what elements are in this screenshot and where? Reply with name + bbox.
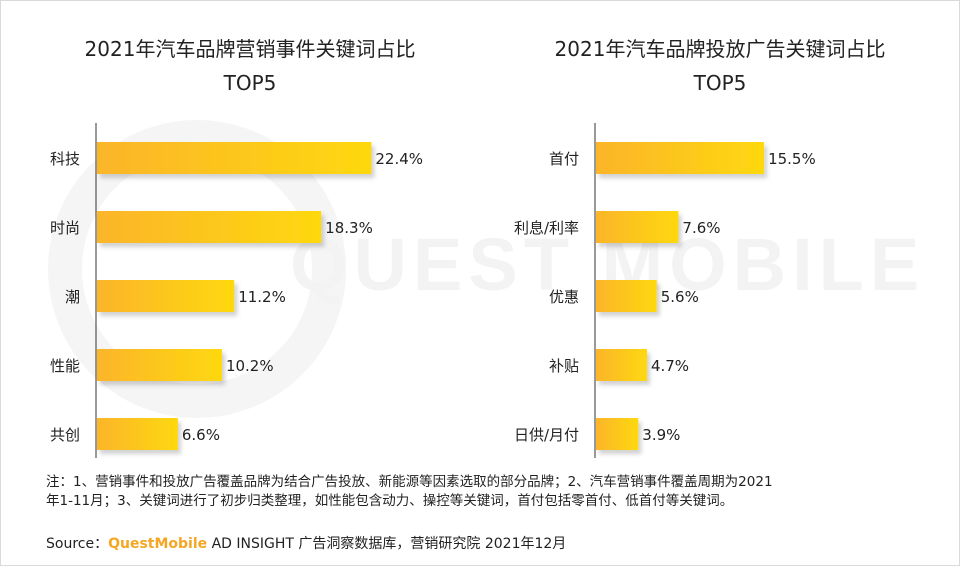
chart-2-category-label: 利息/利率 <box>514 219 579 237</box>
chart-2-title-block: 2021年汽车品牌投放广告关键词占比 TOP5 <box>510 32 930 100</box>
chart-2-category-label: 日供/月付 <box>514 426 579 444</box>
chart-2-bar <box>596 349 647 381</box>
source-line: Source：QuestMobile AD INSIGHT 广告洞察数据库，营销… <box>46 533 566 553</box>
chart-1-value-label: 6.6% <box>182 426 220 444</box>
chart-2-bar <box>596 280 657 312</box>
footnote-line-1: 注：1、营销事件和投放广告覆盖品牌为结合广告投放、新能源等因素选取的部分品牌；2… <box>46 474 773 490</box>
chart-2-subtitle: TOP5 <box>693 71 747 95</box>
chart-1-category-label: 时尚 <box>50 219 80 237</box>
chart-1-category-label: 性能 <box>50 357 80 375</box>
footnote: 注：1、营销事件和投放广告覆盖品牌为结合广告投放、新能源等因素选取的部分品牌；2… <box>46 473 906 511</box>
chart-1-bar <box>97 142 372 174</box>
chart-2-value-label: 5.6% <box>661 288 699 306</box>
chart-1-value-label: 22.4% <box>375 150 423 168</box>
chart-1-bar <box>97 211 322 243</box>
chart-2-value-label: 7.6% <box>682 219 720 237</box>
chart-1-bar <box>97 280 235 312</box>
chart-2-title: 2021年汽车品牌投放广告关键词占比 <box>554 37 886 61</box>
chart-1-bar <box>97 418 178 450</box>
chart-2-value-label: 3.9% <box>642 426 680 444</box>
chart-1-subtitle: TOP5 <box>223 71 277 95</box>
chart-2-category-label: 补贴 <box>549 357 579 375</box>
chart-2-value-label: 15.5% <box>768 150 816 168</box>
source-prefix: Source： <box>46 536 109 552</box>
chart-1-title-block: 2021年汽车品牌营销事件关键词占比 TOP5 <box>40 32 460 100</box>
chart-1-bar <box>97 349 222 381</box>
source-rest: AD INSIGHT 广告洞察数据库，营销研究院 2021年12月 <box>207 536 567 552</box>
chart-1-category-label: 潮 <box>65 288 80 306</box>
chart-2-bar <box>596 142 765 174</box>
chart-2-value-label: 4.7% <box>651 357 689 375</box>
chart-1-category-label: 科技 <box>50 150 80 168</box>
chart-1-value-label: 11.2% <box>238 288 286 306</box>
source-brand: QuestMobile <box>108 536 208 552</box>
chart-2-bar <box>596 211 679 243</box>
chart-2-bar <box>596 418 639 450</box>
footnote-line-2: 年1-11月；3、关键词进行了初步归类整理，如性能包含动力、操控等关键词，首付包… <box>46 493 734 509</box>
chart-1-category-label: 共创 <box>50 426 80 444</box>
chart-2-category-label: 首付 <box>549 150 579 168</box>
chart-2-category-label: 优惠 <box>549 288 579 306</box>
chart-1-title: 2021年汽车品牌营销事件关键词占比 <box>84 37 416 61</box>
chart-1-value-label: 18.3% <box>325 219 373 237</box>
chart-1-value-label: 10.2% <box>226 357 274 375</box>
